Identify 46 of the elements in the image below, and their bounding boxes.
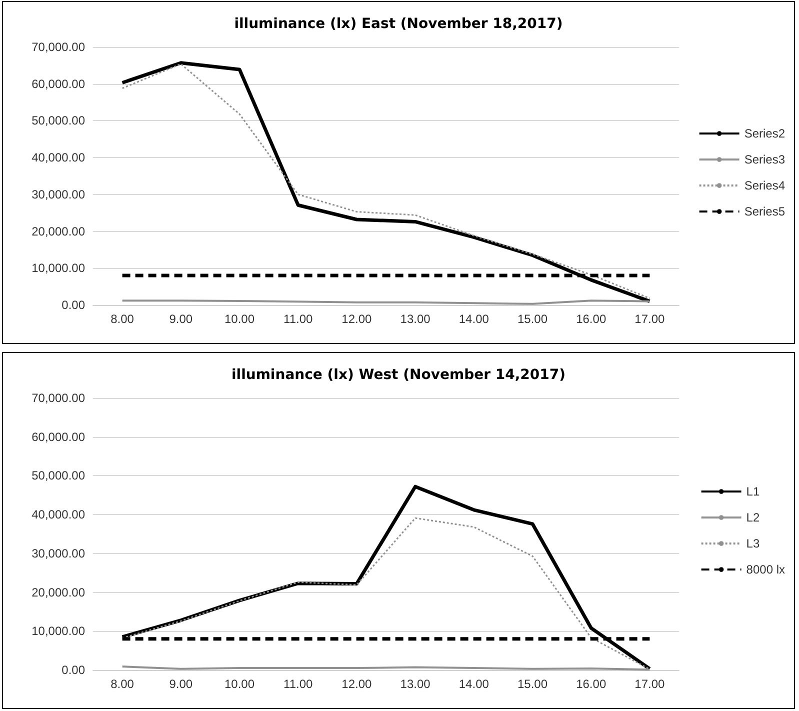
x-tick-label: 8.00 [110,312,134,326]
x-tick-label: 16.00 [576,312,606,326]
y-tick-label: 0.00 [62,663,86,677]
y-tick-label: 50,000.00 [32,114,86,128]
y-tick-label: 40,000.00 [32,508,86,522]
x-tick-label: 14.00 [458,677,490,691]
x-tick-label: 12.00 [342,312,372,326]
legend-label: Series4 [744,178,786,192]
y-tick-label: 60,000.00 [32,76,86,91]
x-tick-label: 17.00 [634,312,666,326]
x-tick-label: 11.00 [284,312,313,326]
y-tick-label: 70,000.00 [32,391,86,405]
x-tick-label: 13.00 [400,312,431,326]
legend-label: L2 [746,510,760,524]
y-tick-label: 20,000.00 [32,585,86,600]
y-tick-label: 0.00 [62,298,86,312]
x-tick-label: 10.00 [224,312,255,326]
y-tick-label: 30,000.00 [32,187,86,202]
x-tick-label: 12.00 [342,677,372,691]
x-tick-label: 8.00 [110,677,134,691]
legend-label: 8000 lx [746,562,786,576]
y-tick-label: 70,000.00 [32,40,86,54]
legend-label: L3 [746,536,760,550]
chart-title: illuminance (lx) West (November 14,2017) [231,367,566,383]
x-tick-label: 11.00 [284,677,313,691]
y-tick-label: 10,000.00 [32,624,86,638]
legend-label: L1 [746,484,760,498]
y-tick-label: 10,000.00 [32,261,86,276]
x-tick-label: 16.00 [576,677,606,691]
y-tick-label: 20,000.00 [32,224,86,238]
legend-label: Series2 [744,126,786,140]
x-tick-label: 9.00 [169,677,193,691]
x-tick-label: 17.00 [634,677,666,691]
y-tick-label: 30,000.00 [32,546,86,560]
x-tick-label: 9.00 [169,312,193,326]
chart-title: illuminance (lx) East (November 18,2017) [234,16,563,32]
x-tick-label: 15.00 [517,677,548,691]
legend-label: Series3 [744,152,786,166]
y-tick-label: 50,000.00 [32,468,86,483]
y-tick-label: 60,000.00 [32,430,86,444]
x-tick-label: 14.00 [458,312,490,326]
x-tick-label: 15.00 [517,312,548,326]
legend-label: Series5 [744,204,786,218]
x-tick-label: 13.00 [400,677,431,691]
y-tick-label: 40,000.00 [32,150,86,165]
x-tick-label: 10.00 [224,677,255,691]
